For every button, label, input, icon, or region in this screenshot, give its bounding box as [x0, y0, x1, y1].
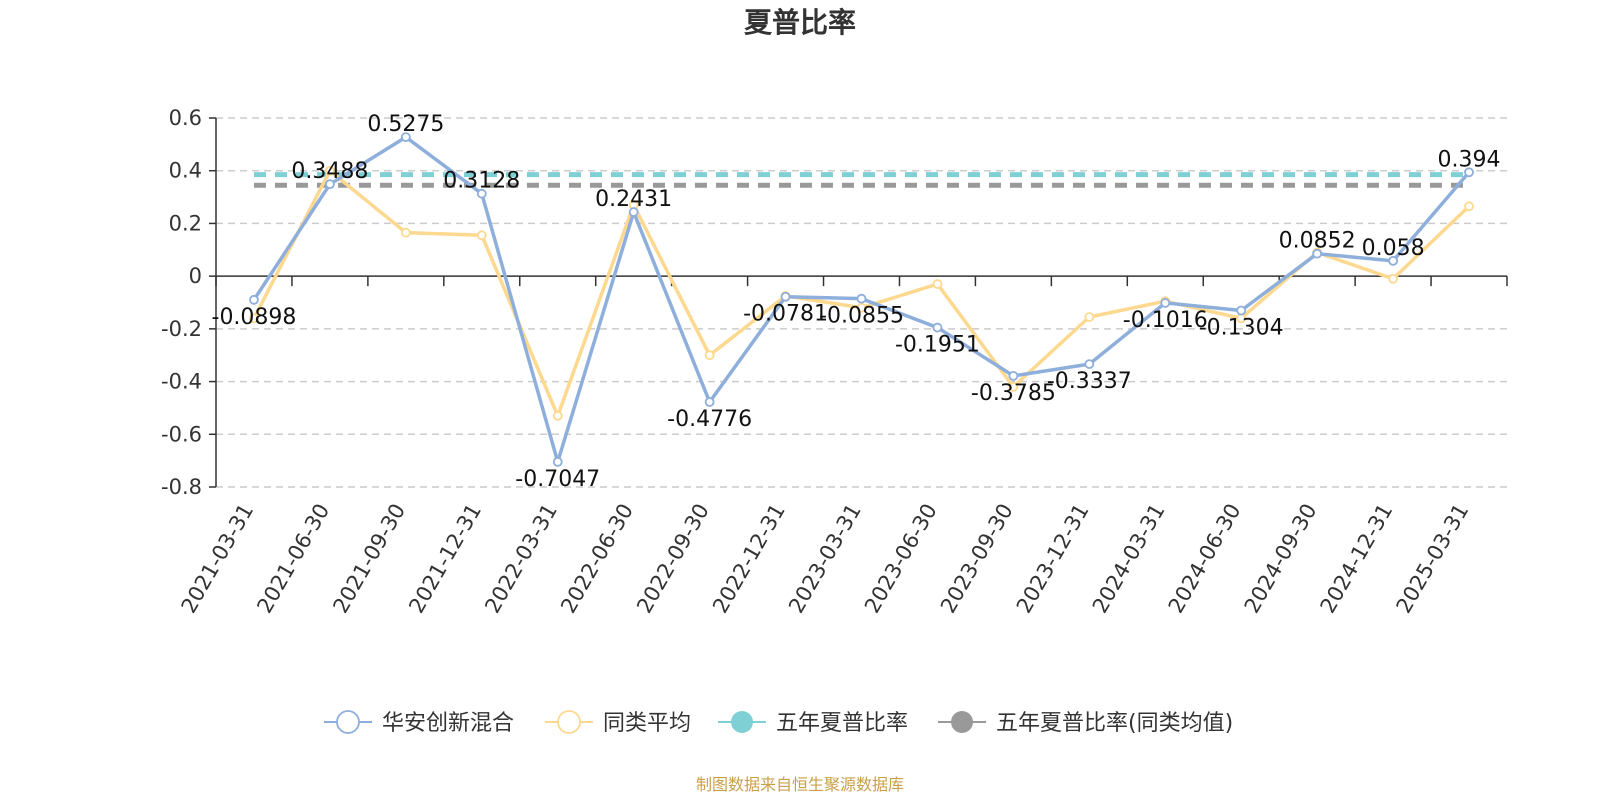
data-label: -0.1304 — [1199, 316, 1284, 341]
data-point — [932, 322, 943, 333]
data-point — [1008, 371, 1019, 381]
x-tick-label: 2023-03-31 — [784, 500, 866, 618]
data-label: 0.394 — [1438, 147, 1501, 172]
data-label: 0.058 — [1362, 236, 1425, 261]
x-tick-label: 2021-12-31 — [404, 500, 486, 618]
data-label: -0.7047 — [515, 467, 600, 492]
data-point — [400, 132, 411, 143]
data-point — [249, 313, 259, 324]
legend-item-0[interactable]: 华安创新混合 — [324, 710, 514, 736]
y-tick-label: -0.8 — [161, 475, 202, 499]
x-tick-label: 2023-09-30 — [936, 500, 1018, 618]
legend-marker — [731, 711, 753, 733]
data-label: 0.3128 — [443, 169, 520, 194]
data-point — [1464, 167, 1474, 178]
legend-label: 同类平均 — [603, 711, 691, 736]
x-tick-label: 2022-12-31 — [708, 500, 790, 618]
data-label: -0.3337 — [1047, 369, 1132, 394]
legend-marker — [951, 711, 973, 733]
y-tick-label: -0.2 — [161, 317, 202, 341]
x-tick-label: 2021-09-30 — [328, 499, 410, 617]
data-point — [325, 165, 335, 176]
data-label: 0.5275 — [367, 112, 444, 137]
x-tick-label: 2024-06-30 — [1164, 500, 1246, 618]
legend-marker — [336, 710, 360, 734]
x-tick-label: 2024-03-31 — [1088, 500, 1170, 618]
data-label: -0.4776 — [667, 407, 752, 432]
data-point — [1160, 298, 1171, 308]
data-label: -0.0781 — [743, 302, 828, 327]
x-tick-label: 2023-06-30 — [860, 500, 942, 618]
data-point — [628, 207, 639, 217]
y-tick-label: 0.4 — [169, 159, 202, 183]
legend-label: 华安创新混合 — [382, 711, 514, 736]
x-tick-label: 2022-06-30 — [556, 500, 638, 618]
legend-item-3[interactable]: 五年夏普比率(同类均值) — [938, 711, 1233, 736]
x-tick-label: 2024-09-30 — [1240, 500, 1322, 618]
y-tick-label: -0.4 — [161, 370, 202, 394]
data-point — [856, 293, 867, 304]
data-label: -0.1016 — [1123, 308, 1208, 333]
legend-item-2[interactable]: 五年夏普比率 — [718, 711, 908, 736]
x-tick-label: 2025-03-31 — [1392, 500, 1474, 618]
legend[interactable]: 华安创新混合 同类平均 五年夏普比率 五年夏普比率(同类均值) — [324, 710, 1233, 736]
data-point — [856, 302, 867, 313]
legend-item-1[interactable]: 同类平均 — [545, 710, 691, 736]
data-point — [704, 350, 715, 361]
y-tick-label: -0.6 — [161, 422, 202, 446]
x-tick-label: 2023-12-31 — [1012, 500, 1094, 618]
series-lines — [249, 132, 1474, 467]
data-label: -0.0898 — [212, 305, 297, 330]
data-label: -0.0855 — [819, 304, 904, 329]
x-tick-label: 2022-03-31 — [480, 500, 562, 618]
data-label: -0.3785 — [971, 381, 1056, 406]
data-point — [552, 410, 563, 421]
data-point — [1388, 273, 1398, 284]
x-tick-label: 2021-03-31 — [176, 500, 258, 618]
legend-marker — [557, 710, 581, 734]
data-point — [932, 279, 943, 289]
reference-lines — [253, 172, 1470, 188]
data-point — [325, 179, 335, 190]
data-point — [476, 188, 487, 199]
x-tick-label: 2021-06-30 — [252, 500, 334, 618]
data-point — [400, 227, 411, 238]
data-point — [552, 456, 563, 467]
data-point — [1236, 305, 1247, 316]
data-label: 0.0852 — [1279, 229, 1356, 254]
data-source-note: 制图数据来自恒生聚源数据库 — [696, 775, 904, 794]
x-tick-label: 2022-09-30 — [632, 500, 714, 618]
data-label: -0.1951 — [895, 333, 980, 358]
y-tick-label: 0.6 — [169, 106, 202, 130]
legend-label: 五年夏普比率(同类均值) — [996, 711, 1233, 736]
data-point — [476, 230, 487, 241]
data-point — [1084, 359, 1095, 369]
data-labels: -0.0898 0.3488 0.5275 0.3128 -0.7047 0.2431 -0… — [212, 112, 1501, 492]
data-point — [704, 397, 715, 407]
legend-label: 五年夏普比率 — [776, 711, 908, 736]
y-tick-label: 0 — [189, 264, 202, 288]
data-point — [1388, 255, 1398, 266]
series-line-1 — [252, 168, 1471, 418]
data-point — [1312, 248, 1323, 259]
chart-title: 夏普比率 — [744, 6, 856, 39]
x-tick-label: 2024-12-31 — [1316, 500, 1398, 618]
data-point — [1464, 201, 1474, 212]
data-point — [1008, 381, 1019, 392]
data-point — [1084, 312, 1095, 322]
data-label: 0.2431 — [595, 187, 672, 212]
data-point — [780, 291, 791, 302]
data-label: 0.3488 — [291, 159, 368, 184]
y-tick-label: 0.2 — [169, 211, 202, 235]
data-point — [249, 294, 259, 305]
